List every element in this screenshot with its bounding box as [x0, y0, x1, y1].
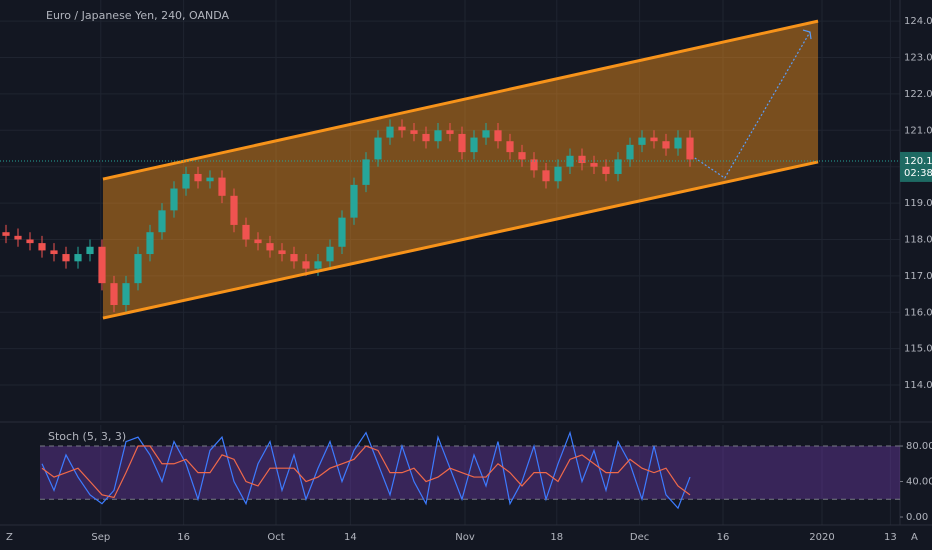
x-tick-label: Sep — [91, 532, 110, 543]
y-tick-label: 116.000 — [904, 307, 932, 318]
candle-body — [50, 250, 58, 255]
candle-body — [458, 133, 466, 153]
candle-body — [686, 137, 694, 160]
x-tick-label: 14 — [344, 532, 357, 543]
candle-body — [38, 243, 46, 251]
chart-title: Euro / Japanese Yen, 240, OANDA — [46, 9, 230, 22]
countdown: 02:38:01 — [904, 168, 932, 179]
stoch-band — [40, 446, 900, 500]
candle-body — [662, 141, 670, 149]
indicator-title: Stoch (5, 3, 3) — [48, 430, 126, 443]
y-tick-label: 124.000 — [904, 16, 932, 27]
x-tick-label: 2020 — [809, 532, 834, 543]
candle-body — [470, 137, 478, 153]
y-tick-label: 114.000 — [904, 380, 932, 391]
candle-body — [638, 137, 646, 145]
candle-body — [134, 254, 142, 284]
candle-body — [146, 232, 154, 255]
candle-body — [314, 261, 322, 269]
candle-body — [482, 130, 490, 138]
candle-body — [122, 283, 130, 305]
candle-body — [578, 155, 586, 164]
y-tick-label: 115.000 — [904, 344, 932, 355]
candle-body — [338, 217, 346, 247]
candle-body — [362, 159, 370, 185]
candle-body — [410, 130, 418, 134]
candle-body — [278, 250, 286, 255]
candle-body — [206, 177, 214, 182]
candle-body — [218, 177, 226, 196]
channel-line — [102, 160, 819, 320]
candle-body — [506, 141, 514, 153]
candle-body — [266, 243, 274, 251]
candle-body — [14, 235, 22, 240]
candle-body — [74, 254, 82, 262]
candle-body — [350, 184, 358, 218]
x-tick-label: 18 — [550, 532, 563, 543]
candle-body — [326, 246, 334, 262]
candle-body — [398, 126, 406, 131]
candle-body — [386, 126, 394, 138]
x-tick-label: 13 — [884, 532, 897, 543]
candle-body — [518, 152, 526, 160]
candle-body — [194, 173, 202, 182]
candle-body — [242, 224, 250, 240]
last-price-label: 120.158 — [904, 156, 932, 167]
candle-body — [98, 246, 106, 284]
candle-body — [674, 137, 682, 149]
candle-body — [62, 254, 70, 262]
candle-body — [290, 254, 298, 262]
auto-scale-button[interactable]: A — [911, 532, 918, 543]
stoch-line — [41, 445, 691, 499]
x-tick-label: Dec — [630, 532, 649, 543]
y-tick-label: 80.00 — [906, 441, 932, 452]
candle-body — [110, 283, 118, 305]
candle-body — [422, 133, 430, 142]
x-tick-label: 16 — [717, 532, 730, 543]
x-tick-label: 16 — [177, 532, 190, 543]
channel-line — [102, 19, 819, 181]
y-tick-label: 117.000 — [904, 271, 932, 282]
candle-body — [494, 130, 502, 142]
candle-body — [446, 130, 454, 134]
projection-arrow — [694, 31, 811, 179]
candle-body — [182, 173, 190, 189]
candle-body — [86, 246, 94, 255]
candle-body — [2, 232, 10, 236]
candle-body — [158, 210, 166, 233]
candle-body — [170, 188, 178, 211]
last-price-box — [900, 151, 932, 182]
candle-body — [614, 159, 622, 174]
y-tick-label: 121.000 — [904, 125, 932, 136]
candle-body — [650, 137, 658, 142]
candle-body — [302, 261, 310, 269]
candle-body — [554, 166, 562, 182]
arrow-head — [802, 29, 812, 40]
candle-body — [230, 195, 238, 225]
candle-body — [530, 159, 538, 171]
y-tick-label: 0.00 — [906, 512, 928, 523]
candle-body — [374, 137, 382, 160]
x-tick-label: Oct — [267, 532, 284, 543]
y-tick-label: 40.00 — [906, 477, 932, 488]
candle-body — [590, 163, 598, 167]
stoch-line — [41, 430, 691, 510]
zoom-button[interactable]: Z — [6, 532, 13, 543]
y-tick-label: 123.000 — [904, 53, 932, 64]
candle-body — [602, 166, 610, 174]
candle-body — [26, 239, 34, 244]
candle-body — [542, 170, 550, 182]
y-tick-label: 119.000 — [904, 198, 932, 209]
candle-body — [434, 130, 442, 142]
y-tick-label: 118.000 — [904, 234, 932, 245]
candle-body — [626, 144, 634, 160]
x-tick-label: Nov — [455, 532, 475, 543]
candle-body — [254, 239, 262, 244]
y-tick-label: 122.000 — [904, 89, 932, 100]
